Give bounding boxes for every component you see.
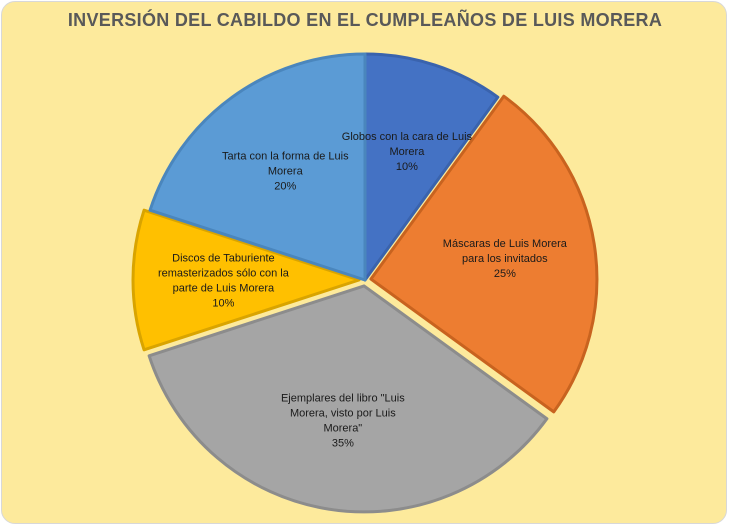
pie-slice-3 bbox=[147, 284, 549, 514]
pie-slice-5 bbox=[148, 52, 367, 282]
slice-label-line: parte de Luis Morera bbox=[173, 283, 275, 295]
slice-percent-2: 25% bbox=[494, 268, 516, 280]
slice-label-2: Máscaras de Luis Morera para los invitado… bbox=[443, 238, 568, 280]
slice-label-line: Morera, visto por Luis bbox=[290, 407, 396, 419]
slice-label-4: Discos de Taburiente remasterizados sólo … bbox=[158, 253, 290, 310]
slice-percent-4: 10% bbox=[212, 298, 234, 310]
slice-label-5: Tarta con la forma de Luis Morera 20% bbox=[222, 150, 349, 192]
slice-label-line: Morera bbox=[389, 146, 425, 158]
slice-label-line: Ejemplares del libro "Luis bbox=[281, 392, 405, 404]
pie-slice-1 bbox=[363, 52, 500, 282]
slice-label-line: Morera bbox=[268, 165, 304, 177]
slice-label-1: Globos con la cara de Luis Morera 10% bbox=[342, 131, 473, 173]
slice-percent-3: 35% bbox=[332, 437, 354, 449]
slice-label-line: Globos con la cara de Luis bbox=[342, 131, 473, 143]
slice-label-line: para los invitados bbox=[462, 253, 548, 265]
pie-slice-2 bbox=[369, 94, 599, 414]
chart-title: INVERSIÓN DEL CABILDO EN EL CUMPLEAÑOS D… bbox=[67, 10, 663, 30]
pie-slice-4 bbox=[131, 208, 361, 352]
slice-label-line: Tarta con la forma de Luis bbox=[222, 150, 349, 162]
slice-label-line: remasterizados sólo con la bbox=[158, 268, 290, 280]
pie-slices bbox=[131, 52, 599, 514]
slice-label-line: Morera" bbox=[323, 422, 362, 434]
slice-label-line: Discos de Taburiente bbox=[172, 253, 275, 265]
pie-labels: Globos con la cara de Luis Morera 10% Másca… bbox=[158, 131, 568, 449]
slice-percent-5: 20% bbox=[274, 180, 296, 192]
slice-label-line: Máscaras de Luis Morera bbox=[443, 238, 568, 250]
slice-percent-1: 10% bbox=[396, 161, 418, 173]
slice-label-3: Ejemplares del libro "Luis Morera, visto … bbox=[281, 392, 405, 449]
